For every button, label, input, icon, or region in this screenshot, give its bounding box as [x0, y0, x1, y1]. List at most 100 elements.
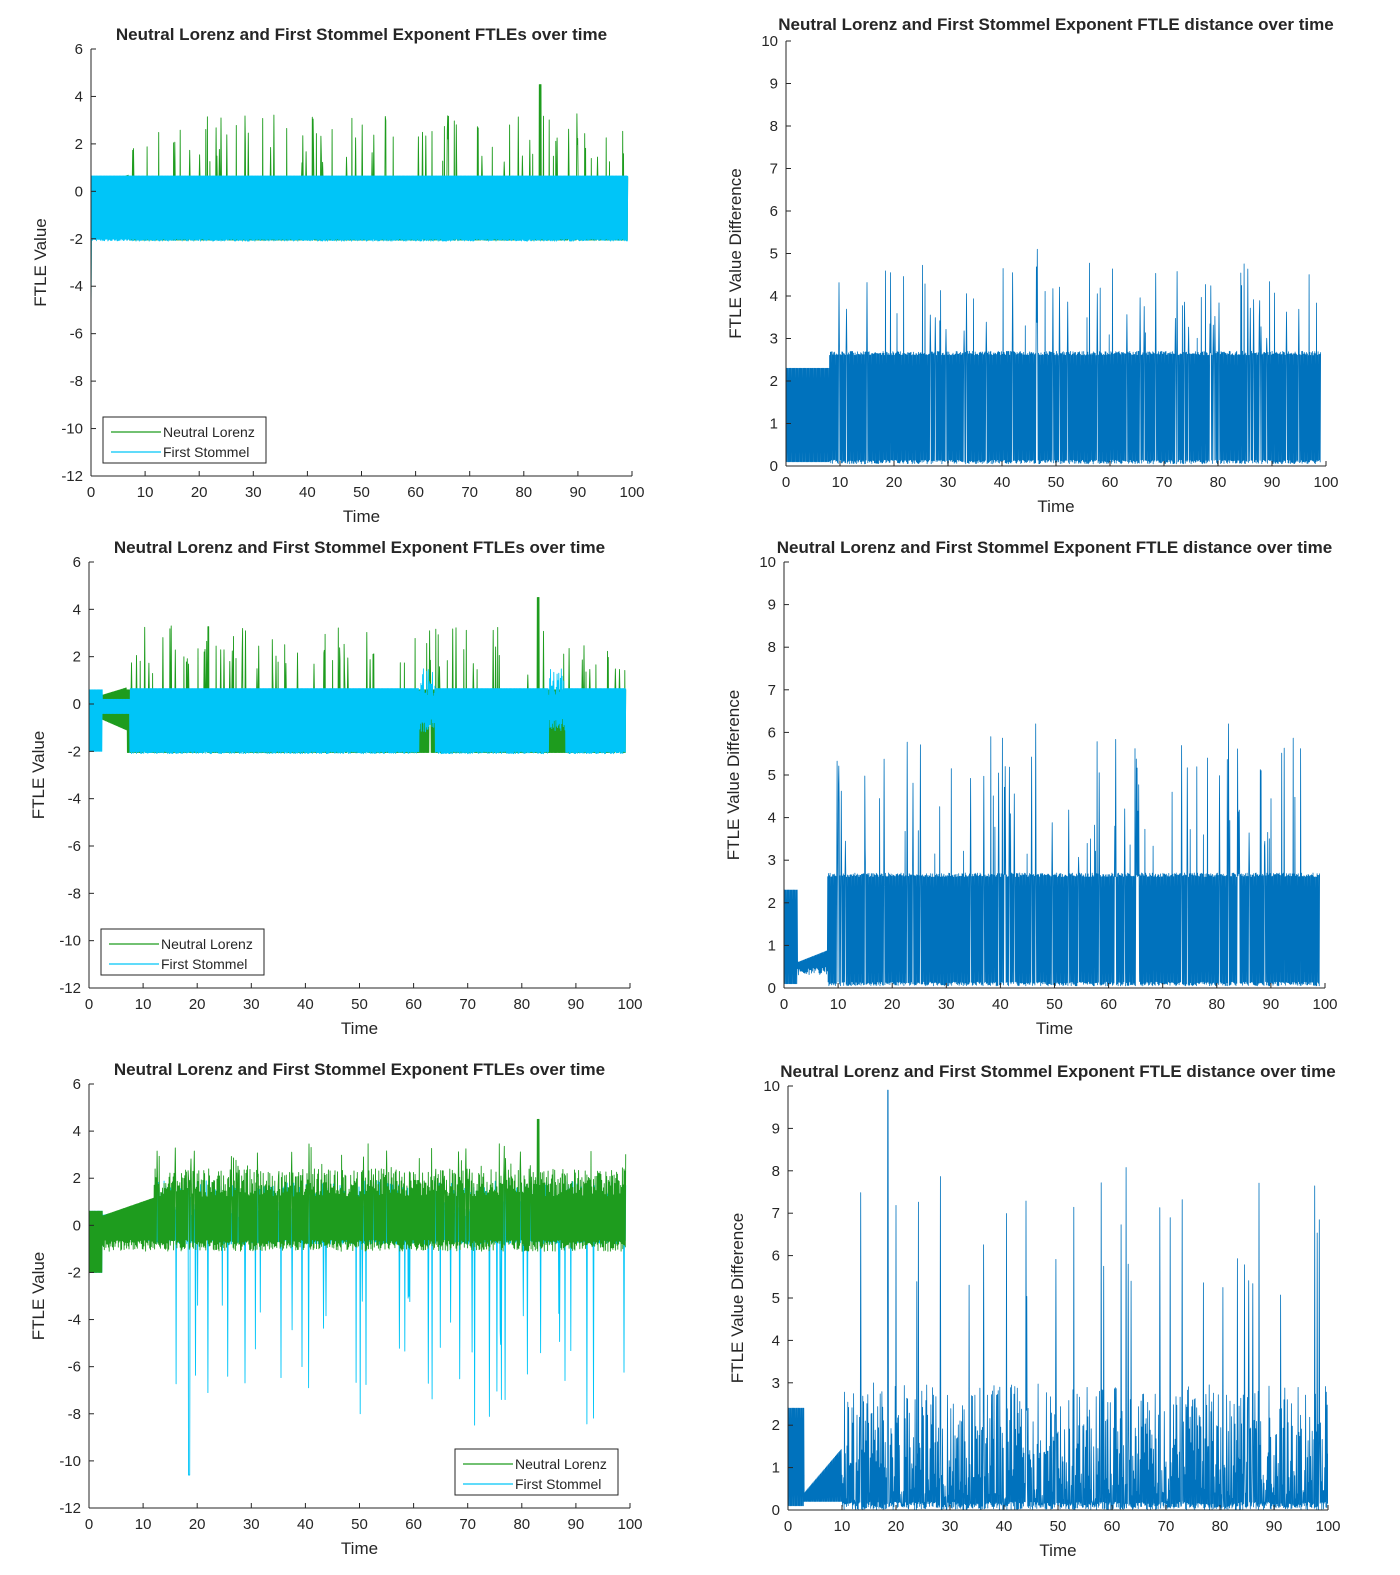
y-axis-label: FTLE Value	[29, 1252, 48, 1341]
x-tick-label: 70	[461, 484, 478, 501]
y-axis-label: FTLE Value	[29, 731, 48, 820]
x-tick-label: 70	[459, 1516, 476, 1533]
chart-title: Neutral Lorenz and First Stommel Exponen…	[116, 25, 607, 44]
x-tick-label: 100	[1315, 1518, 1340, 1535]
plot-area	[89, 1118, 627, 1476]
plot-area	[91, 84, 629, 315]
y-tick-label: -10	[59, 1453, 81, 1470]
y-tick-label: 1	[770, 416, 778, 433]
x-tick-label: 50	[1046, 996, 1063, 1013]
y-tick-label: 2	[73, 649, 81, 666]
y-tick-label: -4	[68, 791, 81, 808]
chart-5: Neutral Lorenz and First Stommel Exponen…	[29, 1060, 643, 1558]
x-axis-label: Time	[341, 1539, 378, 1558]
x-tick-label: 20	[191, 484, 208, 501]
x-axis-label: Time	[1036, 1019, 1073, 1038]
x-tick-label: 80	[513, 1516, 530, 1533]
x-tick-label: 10	[135, 996, 152, 1013]
y-tick-label: 10	[759, 554, 776, 571]
x-tick-label: 80	[1210, 474, 1227, 491]
x-tick-label: 30	[245, 484, 262, 501]
x-tick-label: 60	[1104, 1518, 1121, 1535]
y-axis-label: FTLE Value Difference	[728, 1213, 747, 1383]
y-tick-label: 4	[73, 601, 81, 618]
x-tick-label: 50	[1048, 474, 1065, 491]
x-tick-label: 90	[1266, 1518, 1283, 1535]
y-tick-label: -2	[70, 231, 83, 248]
y-tick-label: 9	[772, 1120, 780, 1137]
x-tick-label: 90	[1263, 996, 1280, 1013]
y-tick-label: 6	[772, 1248, 780, 1265]
legend-entry-2: First Stommel	[161, 956, 247, 972]
plot-area	[788, 1089, 1328, 1510]
x-axis-label: Time	[1037, 497, 1074, 516]
series-first-stommel	[91, 175, 629, 315]
x-tick-label: 40	[297, 996, 314, 1013]
y-tick-label: -8	[68, 885, 81, 902]
y-tick-label: 6	[73, 1076, 81, 1093]
y-tick-label: -6	[70, 326, 83, 343]
y-tick-label: -12	[61, 468, 83, 485]
chart-2: Neutral Lorenz and First Stommel Exponen…	[726, 15, 1339, 516]
x-tick-label: 100	[617, 996, 642, 1013]
x-tick-label: 20	[189, 996, 206, 1013]
series-ftle-distance	[786, 248, 1321, 465]
legend-box	[102, 416, 267, 464]
y-tick-label: 9	[770, 76, 778, 93]
y-tick-label: 3	[772, 1375, 780, 1392]
x-tick-label: 10	[830, 996, 847, 1013]
chart-title: Neutral Lorenz and First Stommel Exponen…	[780, 1062, 1335, 1081]
x-tick-label: 0	[85, 996, 93, 1013]
x-tick-label: 60	[405, 1516, 422, 1533]
x-tick-label: 90	[568, 996, 585, 1013]
x-tick-label: 20	[886, 474, 903, 491]
y-tick-label: 1	[772, 1460, 780, 1477]
y-tick-label: 0	[75, 183, 83, 200]
chart-6: Neutral Lorenz and First Stommel Exponen…	[728, 1062, 1341, 1560]
y-tick-label: 4	[768, 810, 776, 827]
y-tick-label: 8	[770, 118, 778, 135]
y-tick-label: 2	[768, 895, 776, 912]
x-tick-label: 60	[405, 996, 422, 1013]
x-tick-label: 60	[1100, 996, 1117, 1013]
y-tick-label: -12	[59, 1500, 81, 1517]
chart-3: Neutral Lorenz and First Stommel Exponen…	[29, 538, 643, 1038]
y-tick-label: 2	[73, 1170, 81, 1187]
plot-area	[89, 597, 627, 755]
series-ftle-distance	[788, 1089, 1328, 1510]
y-tick-label: 1	[768, 937, 776, 954]
x-tick-label: 80	[1212, 1518, 1229, 1535]
y-tick-label: 3	[770, 331, 778, 348]
x-tick-label: 0	[780, 996, 788, 1013]
y-tick-label: -6	[68, 1359, 81, 1376]
x-tick-label: 30	[243, 996, 260, 1013]
y-tick-label: 9	[768, 597, 776, 614]
x-tick-label: 20	[888, 1518, 905, 1535]
y-tick-label: 2	[75, 136, 83, 153]
x-tick-label: 40	[996, 1518, 1013, 1535]
chart-4: Neutral Lorenz and First Stommel Exponen…	[724, 538, 1338, 1038]
x-tick-label: 10	[832, 474, 849, 491]
y-tick-label: 0	[770, 458, 778, 475]
legend: Neutral Lorenz First Stommel	[100, 928, 265, 976]
x-tick-label: 60	[1102, 474, 1119, 491]
y-tick-label: 8	[772, 1163, 780, 1180]
y-tick-label: 7	[768, 682, 776, 699]
chart-title: Neutral Lorenz and First Stommel Exponen…	[778, 15, 1333, 34]
y-tick-label: -4	[68, 1312, 81, 1329]
y-tick-label: -4	[70, 278, 83, 295]
x-tick-label: 100	[1312, 996, 1337, 1013]
legend-entry-2: First Stommel	[515, 1476, 601, 1492]
legend: Neutral Lorenz First Stommel	[102, 416, 267, 464]
x-tick-label: 80	[513, 996, 530, 1013]
x-tick-label: 10	[135, 1516, 152, 1533]
x-tick-label: 90	[570, 484, 587, 501]
x-tick-label: 0	[782, 474, 790, 491]
x-tick-label: 30	[938, 996, 955, 1013]
y-tick-label: 0	[768, 980, 776, 997]
y-axis-label: FTLE Value Difference	[726, 168, 745, 338]
x-tick-label: 20	[189, 1516, 206, 1533]
x-tick-label: 0	[87, 484, 95, 501]
y-tick-label: 4	[73, 1123, 81, 1140]
